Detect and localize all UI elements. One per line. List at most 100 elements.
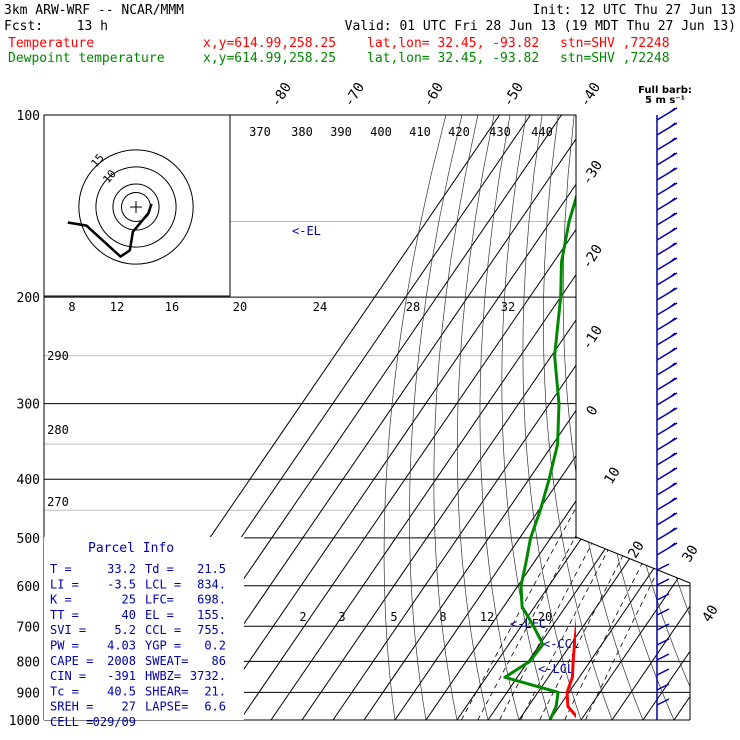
wind-barb	[656, 638, 670, 646]
dry-adiabat	[522, 115, 582, 720]
isotherm	[673, 115, 690, 720]
sounding-profiles	[503, 192, 576, 720]
parcel-row-value: 834.	[197, 577, 226, 591]
theta-label: 440	[531, 125, 553, 139]
parcel-row-value: 0.2	[204, 639, 226, 653]
parcel-row-label: LI =	[50, 577, 79, 591]
wind-barb	[656, 422, 678, 436]
isotherm-label: -50	[500, 80, 527, 110]
wind-barb	[656, 227, 678, 241]
parcel-row-value: 3732.	[190, 669, 226, 683]
wind-barb	[656, 122, 678, 136]
wind-barb	[656, 317, 678, 331]
barb-flag	[656, 107, 678, 121]
pressure-label: 900	[17, 686, 40, 701]
barb-flag	[668, 332, 676, 339]
barb-flag	[656, 608, 670, 616]
wind-barb-column	[656, 107, 678, 720]
barb-flag	[656, 512, 678, 526]
hodograph-ring	[112, 183, 160, 231]
pressure-label: 500	[17, 532, 40, 547]
parcel-row-label: LFC=	[145, 593, 174, 607]
barb-flag	[668, 212, 676, 219]
parcel-row-label: CELL =	[50, 715, 93, 729]
barb-flag	[668, 137, 676, 144]
wind-barb	[656, 542, 678, 556]
barb-flag	[668, 317, 676, 324]
parcel-row-value: 86	[212, 654, 226, 668]
parcel-row-label: Tc =	[50, 684, 79, 698]
dewpoint-legend-xy: x,y=614.99,258.25	[203, 51, 336, 66]
wind-barb	[656, 623, 670, 631]
theta-label: 410	[409, 125, 431, 139]
barb-flag	[668, 242, 676, 249]
dry-adiabat	[600, 115, 690, 720]
pressure-label: 300	[17, 398, 40, 413]
parcel-row-value: 029/09	[93, 715, 136, 729]
temperature-profile	[565, 616, 576, 719]
barb-flag	[668, 287, 676, 294]
barb-legend-line1: Full barb:	[638, 85, 692, 96]
mixing-ratio-line	[520, 479, 646, 720]
wind-barb	[656, 512, 678, 526]
barb-flag	[668, 182, 676, 189]
mixing-ratio-label: 2	[299, 610, 306, 624]
barb-flag	[668, 497, 676, 504]
barb-flag	[656, 152, 678, 166]
wind-barb	[656, 107, 678, 121]
temperature-legend-name: Temperature	[8, 36, 94, 51]
mixing-ratio-line	[564, 479, 685, 720]
plot-frame-right	[44, 114, 691, 720]
wind-barb	[656, 407, 678, 421]
wind-barb	[656, 392, 678, 406]
barb-flag	[668, 512, 676, 519]
parcel-row-label: SHEAR=	[145, 684, 188, 698]
isotherm-label: -60	[420, 80, 447, 110]
parcel-row-value: 21.5	[197, 562, 226, 576]
wind-barb	[656, 683, 670, 691]
theta-label: 280	[47, 423, 69, 437]
hodograph-ring	[95, 166, 177, 248]
parcel-row-value: 25	[122, 593, 136, 607]
init-time: Init: 12 UTC Thu 27 Jun 13	[533, 3, 737, 18]
barb-flag	[668, 362, 676, 369]
mixing-ratio-label: 12	[480, 610, 494, 624]
forecast-hours: 13 h	[77, 19, 108, 34]
dry-adiabat	[636, 115, 690, 720]
theta-label: 430	[489, 125, 511, 139]
parcel-level-label: <-CCL	[543, 637, 579, 651]
pressure-label: 1000	[9, 714, 40, 729]
pressure-label: 400	[17, 473, 40, 488]
knot-axis-label: 28	[406, 300, 420, 314]
barb-flag	[656, 527, 678, 541]
dry-adiabat	[653, 115, 690, 720]
parcel-row-label: LCL =	[145, 577, 181, 591]
parcel-row-label: K =	[50, 593, 72, 607]
pressure-label: 800	[17, 655, 40, 670]
barb-flag	[668, 467, 676, 474]
barb-flag	[668, 452, 676, 459]
parcel-row-value: 755.	[197, 623, 226, 637]
barb-flag	[656, 578, 670, 586]
parcel-level-label: <-EL	[292, 224, 321, 238]
dewpoint-legend-station: stn=SHV ,72248	[560, 51, 670, 66]
barb-flag	[656, 497, 678, 511]
mixing-ratio-line	[477, 479, 607, 720]
barb-flag	[668, 422, 676, 429]
knot-axis-label: 16	[165, 300, 179, 314]
mixing-ratio-line	[461, 479, 592, 720]
barb-flag	[656, 317, 678, 331]
barb-flag	[656, 653, 670, 661]
parcel-row-value: 4.03	[107, 639, 136, 653]
dewpoint-legend-name: Dewpoint temperature	[8, 51, 165, 66]
parcel-row-value: -391	[107, 669, 136, 683]
wind-barb	[656, 482, 678, 496]
isotherm	[239, 115, 655, 720]
parcel-row-label: SREH =	[50, 700, 93, 714]
isotherm	[549, 115, 690, 720]
barb-flag	[656, 242, 678, 256]
wind-barb	[656, 608, 670, 616]
parcel-row-value: 698.	[197, 593, 226, 607]
parcel-row-label: CIN =	[50, 669, 86, 683]
